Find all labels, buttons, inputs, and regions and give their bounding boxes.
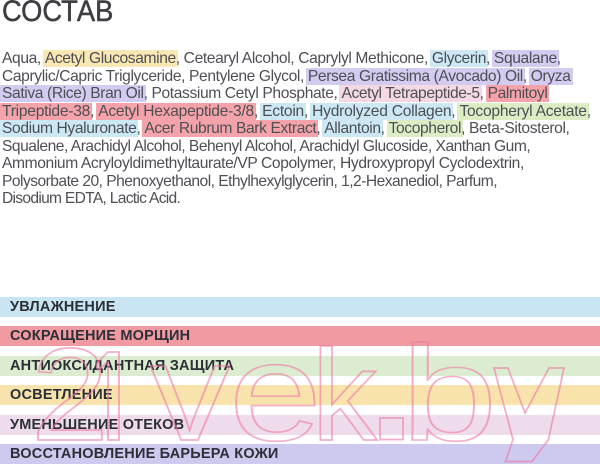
svg-text:e: e bbox=[229, 313, 322, 465]
svg-text:b: b bbox=[401, 317, 497, 465]
svg-text:k: k bbox=[312, 322, 378, 465]
svg-text:2: 2 bbox=[31, 321, 109, 465]
svg-text:v: v bbox=[150, 313, 230, 465]
